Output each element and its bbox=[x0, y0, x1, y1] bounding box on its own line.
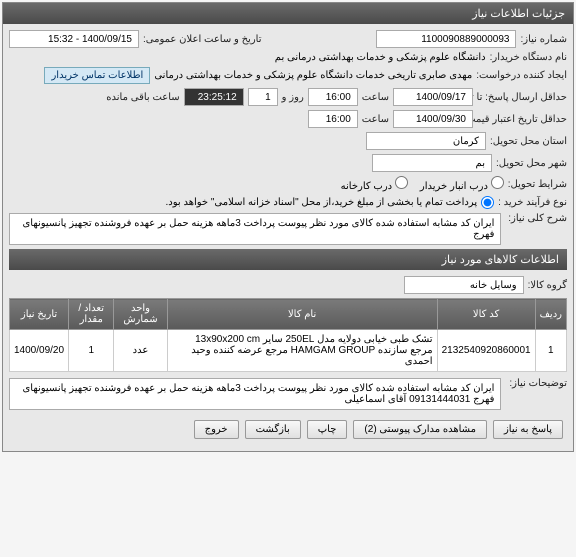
group-value: وسایل خانه bbox=[404, 276, 524, 294]
deadline-days: 1 bbox=[248, 88, 278, 106]
table-header: کد کالا bbox=[437, 299, 535, 330]
announce-label: تاریخ و ساعت اعلان عمومی: bbox=[143, 34, 262, 45]
table-header: تاریخ نیاز bbox=[10, 299, 69, 330]
table-header: نام کالا bbox=[167, 299, 437, 330]
action-button[interactable]: خروج bbox=[194, 420, 239, 439]
deadline-date: 1400/09/17 bbox=[393, 88, 473, 106]
notes-label: توضیحات نیاز: bbox=[505, 378, 567, 389]
delivery-cond-label: شرایط تحویل: bbox=[508, 179, 567, 190]
panel-title: جزئیات اطلاعات نیاز bbox=[3, 3, 573, 24]
group-label: گروه کالا: bbox=[528, 280, 567, 291]
table-row: 12132540920860001تشک طبی خیابی دولایه مد… bbox=[10, 330, 567, 372]
items-table: ردیفکد کالانام کالاواحد شمارشتعداد / مقد… bbox=[9, 298, 567, 372]
buyer-org-label: نام دستگاه خریدار: bbox=[490, 52, 567, 63]
table-header: تعداد / مقدار bbox=[69, 299, 114, 330]
city-label: شهر محل تحویل: bbox=[496, 158, 567, 169]
main-desc-label: شرح کلی نیاز: bbox=[505, 213, 567, 224]
price-validity-time-label: ساعت bbox=[362, 114, 389, 125]
announce-value: 1400/09/15 - 15:32 bbox=[9, 30, 139, 48]
need-number-value: 1100090889000093 bbox=[376, 30, 516, 48]
table-header: واحد شمارش bbox=[114, 299, 167, 330]
items-section-title: اطلاعات کالاهای مورد نیاز bbox=[9, 249, 567, 270]
delivery-opt-0[interactable]: درب انبار خریدار bbox=[420, 176, 504, 192]
action-button[interactable]: چاپ bbox=[307, 420, 348, 439]
deadline-remain-label: ساعت باقی مانده bbox=[106, 92, 179, 103]
deadline-label: حداقل ارسال پاسخ: تا تاریخ: bbox=[477, 92, 567, 103]
purchase-type-note: پرداخت تمام یا بخشی از مبلغ خرید،از محل … bbox=[166, 197, 478, 208]
deadline-time-label: ساعت bbox=[362, 92, 389, 103]
action-button[interactable]: بازگشت bbox=[245, 420, 301, 439]
price-validity-date: 1400/09/30 bbox=[393, 110, 473, 128]
city-value: بم bbox=[372, 154, 492, 172]
purchase-type-radio[interactable] bbox=[481, 196, 494, 209]
deadline-time: 16:00 bbox=[308, 88, 358, 106]
price-validity-time: 16:00 bbox=[308, 110, 358, 128]
requester-value: مهدی صابری تاریخی خدمات دانشگاه علوم پزش… bbox=[154, 70, 472, 81]
price-validity-label: حداقل تاریخ اعتبار قیمت: تا تاریخ: bbox=[477, 114, 567, 125]
contact-link[interactable]: اطلاعات تماس خریدار bbox=[44, 67, 150, 84]
purchase-type-label: نوع فرآیند خرید : bbox=[498, 197, 567, 208]
deadline-remain: 23:25:12 bbox=[184, 88, 244, 106]
requester-label: ایجاد کننده درخواست: bbox=[476, 70, 567, 81]
notes-value: ایران کد مشابه استفاده شده کالای مورد نظ… bbox=[9, 378, 501, 410]
need-number-label: شماره نیاز: bbox=[520, 34, 567, 45]
province-label: استان محل تحویل: bbox=[490, 136, 567, 147]
buyer-org-value: دانشگاه علوم پزشکی و خدمات بهداشتی درمان… bbox=[275, 52, 486, 63]
main-desc-value: ایران کد مشابه استفاده شده کالای مورد نظ… bbox=[9, 213, 501, 245]
province-value: کرمان bbox=[366, 132, 486, 150]
table-header: ردیف bbox=[535, 299, 566, 330]
deadline-days-label: روز و bbox=[282, 92, 304, 103]
action-button[interactable]: پاسخ به نیاز bbox=[493, 420, 563, 439]
delivery-opt-1[interactable]: درب کارخانه bbox=[341, 176, 408, 192]
action-button[interactable]: مشاهده مدارک پیوستی (2) bbox=[353, 420, 487, 439]
